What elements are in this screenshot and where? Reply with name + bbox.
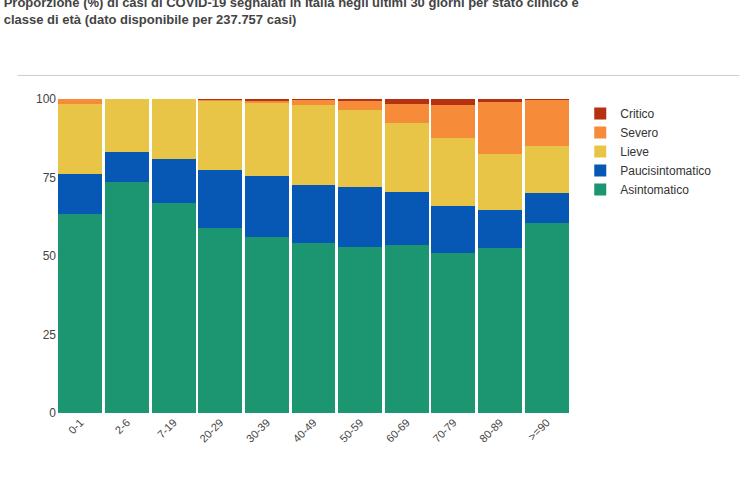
- svg-text:7-19: 7-19: [155, 416, 179, 440]
- svg-text:2-6: 2-6: [113, 416, 133, 436]
- svg-text:75: 75: [43, 171, 57, 185]
- svg-text:25: 25: [43, 328, 57, 342]
- svg-text:40-49: 40-49: [290, 416, 318, 444]
- svg-text:Paucisintomatico: Paucisintomatico: [620, 164, 711, 178]
- svg-text:Proporzione (%) di casi di COV: Proporzione (%) di casi di COVID-19 segn…: [4, 0, 579, 27]
- svg-text:Severo: Severo: [620, 126, 658, 140]
- svg-text:100: 100: [36, 92, 56, 106]
- svg-text:60-69: 60-69: [384, 416, 412, 444]
- svg-text:30-39: 30-39: [244, 416, 272, 444]
- svg-text:80-89: 80-89: [477, 416, 505, 444]
- svg-text:50-59: 50-59: [337, 416, 365, 444]
- svg-text:0: 0: [49, 406, 56, 420]
- svg-text:>=90: >=90: [526, 416, 552, 442]
- svg-text:Asintomatico: Asintomatico: [620, 183, 689, 197]
- svg-text:70-79: 70-79: [430, 416, 458, 444]
- svg-text:50: 50: [43, 249, 57, 263]
- svg-text:Critico: Critico: [620, 107, 654, 121]
- svg-text:Lieve: Lieve: [620, 145, 649, 159]
- svg-text:20-29: 20-29: [197, 416, 225, 444]
- svg-text:0-1: 0-1: [66, 416, 86, 436]
